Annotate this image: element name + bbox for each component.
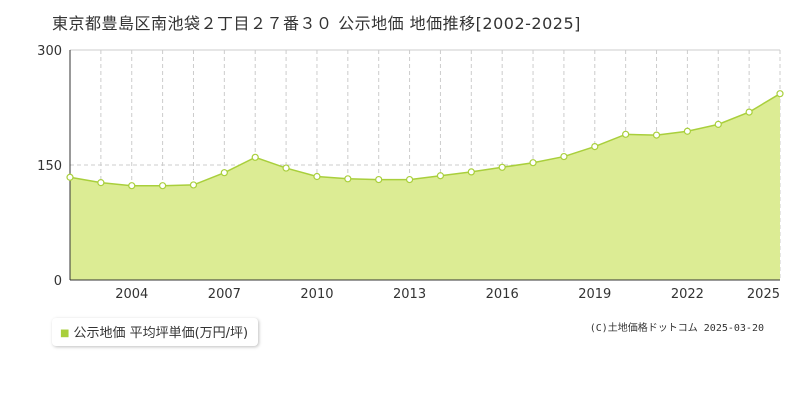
x-tick-label: 2004 [115,287,148,302]
data-point [498,163,506,171]
x-tick-label: 2010 [300,287,333,302]
data-point [97,179,105,187]
data-point [251,153,259,161]
legend-marker-icon: ■ [60,328,70,339]
series-area [70,93,780,280]
data-point [66,173,74,181]
x-tick-label: 2016 [486,287,519,302]
series-line [69,93,781,187]
data-point [683,127,691,135]
y-tick-label: 0 [54,274,62,289]
legend: ■ 公示地価 平均坪単価(万円/坪) [52,318,259,346]
data-point [529,159,537,167]
data-point [313,172,321,181]
x-tick-label: 2025 [747,287,780,302]
data-point [220,169,228,177]
data-point [745,108,753,116]
data-point [189,181,198,189]
data-point [436,172,445,180]
y-tick-label: 150 [37,159,62,174]
data-point [591,143,599,151]
y-tick-label: 300 [37,44,62,59]
data-point [282,164,290,172]
data-point [159,182,167,190]
x-tick-label: 2019 [578,287,611,302]
x-tick-label: 2022 [671,287,704,302]
data-point [405,175,414,184]
data-point [344,175,352,183]
data-point [128,182,136,190]
data-point [467,168,475,176]
copyright-text: (C)土地価格ドットコム 2025-03-20 [589,323,764,334]
legend-label: 公示地価 平均坪単価(万円/坪) [73,326,249,341]
data-point [776,90,784,98]
x-tick-label: 2013 [393,287,426,302]
data-point [622,130,630,138]
data-point [652,131,661,139]
data-point [560,152,568,161]
x-tick-label: 2007 [208,287,241,302]
data-point [375,175,383,184]
chart-title: 東京都豊島区南池袋２丁目２７番３０ 公示地価 地価推移[2002-2025] [52,14,581,33]
data-point [714,120,722,128]
